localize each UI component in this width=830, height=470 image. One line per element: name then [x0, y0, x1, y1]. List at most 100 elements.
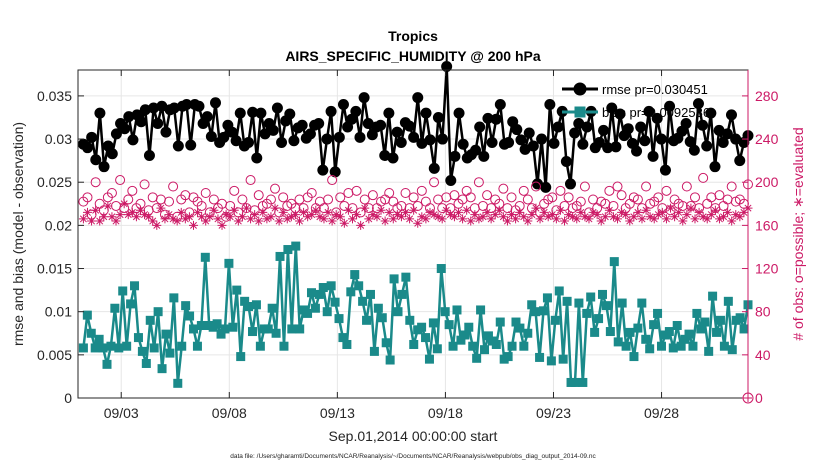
evaluated-point [678, 216, 688, 226]
possible-point [604, 185, 615, 196]
evaluated-point [331, 210, 341, 220]
evaluated-point [429, 210, 439, 220]
rmse-point [106, 148, 118, 160]
evaluated-point [323, 207, 333, 217]
evaluated-point [172, 216, 182, 226]
bias-point [181, 301, 191, 311]
possible-point [253, 190, 264, 201]
bias-point [358, 296, 368, 306]
bias-point [715, 315, 725, 325]
rmse-point [540, 181, 552, 193]
rmse-point [428, 162, 440, 174]
evaluated-point [409, 205, 419, 215]
bias-point [723, 296, 733, 306]
possible-point [677, 200, 688, 211]
bias-point [641, 334, 651, 344]
bias-point [78, 343, 88, 353]
bias-point [130, 281, 140, 291]
bias-point [291, 241, 301, 251]
bias-point [578, 377, 588, 387]
rmse-point [577, 138, 589, 150]
bias-point [531, 307, 541, 317]
bias-point [535, 352, 545, 362]
bias-point [735, 313, 745, 323]
evaluated-point [401, 207, 411, 217]
evaluated-point [470, 210, 480, 220]
bias-point [601, 301, 611, 311]
rmse-point [449, 150, 461, 162]
bias-point [137, 346, 147, 356]
rmse-point [243, 137, 255, 149]
evaluated-point [417, 212, 427, 222]
rmse-point [408, 131, 420, 143]
evaluated-point [303, 212, 313, 222]
possible-point [429, 177, 440, 188]
rmse-point [494, 99, 506, 111]
rmse-point [593, 137, 605, 149]
bias-point [177, 341, 187, 351]
bias-point [342, 339, 352, 349]
bias-point [405, 315, 415, 325]
evaluated-point [274, 216, 284, 226]
bias-point [519, 341, 529, 351]
bias-point [417, 322, 427, 332]
evaluated-point [698, 212, 708, 222]
rmse-point [709, 161, 721, 173]
bias-point [153, 307, 163, 317]
bias-point [362, 315, 372, 325]
possible-point [641, 181, 652, 192]
rmse-point [622, 123, 634, 135]
bias-point [314, 289, 324, 299]
evaluated-point [164, 210, 174, 220]
evaluated-point [413, 218, 423, 228]
evaluated-point [343, 205, 353, 215]
evaluated-point [380, 216, 390, 226]
possible-point [90, 177, 101, 188]
evaluated-point [600, 212, 610, 222]
evaluated-point [661, 214, 671, 224]
bias-point [562, 296, 572, 306]
evaluated-point [564, 210, 574, 220]
rmse-point [395, 137, 407, 149]
bias-point [440, 307, 450, 317]
evaluated-point [641, 205, 651, 215]
rmse-point [560, 155, 572, 167]
rmse-point [420, 107, 432, 119]
y2-tick-label: 280 [755, 88, 779, 104]
possible-point [306, 188, 317, 198]
evaluated-point [657, 207, 667, 217]
bias-point [550, 315, 560, 325]
evaluated-point [515, 207, 525, 217]
rmse-point [725, 109, 737, 121]
rmse-point [230, 135, 242, 147]
x-tick-label: 09/13 [320, 405, 355, 421]
possible-point [689, 192, 700, 203]
evaluated-point [152, 220, 162, 230]
evaluated-point [637, 214, 647, 224]
rmse-point [181, 99, 193, 111]
rmse-point [193, 100, 205, 112]
bias-point [106, 341, 116, 351]
rmse-point [635, 121, 647, 133]
y-tick-label: 0.02 [45, 217, 72, 233]
rmse-point [453, 107, 465, 119]
bias-point [546, 356, 556, 366]
bias-point [90, 343, 100, 353]
rmse-point [185, 139, 197, 151]
bias-point [346, 287, 356, 297]
possible-point [168, 181, 179, 192]
bias-point [165, 348, 175, 358]
bias-point [118, 286, 128, 296]
evaluated-point [131, 212, 141, 222]
evaluated-point [560, 216, 570, 226]
rmse-point [598, 124, 610, 136]
evaluated-point [327, 216, 337, 226]
bias-point [220, 324, 230, 334]
evaluated-point [266, 212, 276, 222]
bias-point [692, 308, 702, 318]
rmse-point [697, 119, 709, 131]
axes: 09/03 09/08 09/13 09/18 09/23 09/28 0 0.005 0.01… [37, 70, 779, 421]
bias-point [169, 293, 179, 303]
bias-point [542, 293, 552, 303]
bias-point [515, 323, 525, 333]
